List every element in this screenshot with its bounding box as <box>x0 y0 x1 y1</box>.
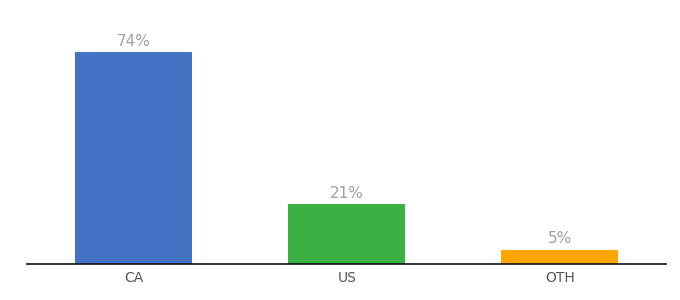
Text: 21%: 21% <box>330 185 364 200</box>
Text: 5%: 5% <box>548 231 572 246</box>
Bar <box>75 52 192 264</box>
Bar <box>288 204 405 264</box>
Text: 74%: 74% <box>117 34 151 49</box>
Bar <box>501 250 619 264</box>
